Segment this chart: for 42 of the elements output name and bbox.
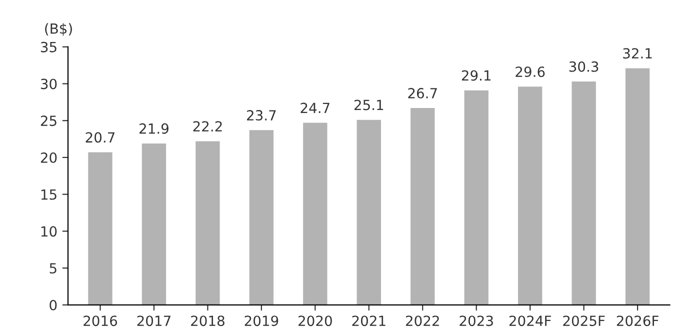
data-label: 24.7	[300, 102, 330, 113]
x-tick-label: 2025F	[563, 316, 605, 326]
bar	[196, 141, 220, 305]
y-tick-label: 0	[50, 300, 57, 310]
x-tick-label: 2024F	[509, 316, 551, 326]
x-tick-label: 2022	[406, 316, 439, 326]
x-tick-label: 2016	[84, 316, 118, 326]
y-tick-label: 35	[40, 42, 56, 52]
bar	[356, 120, 381, 305]
data-label: 25.1	[354, 100, 384, 110]
bar	[464, 90, 488, 305]
data-label: 22.2	[193, 121, 222, 132]
data-label: 29.1	[462, 70, 491, 81]
y-tick-label: 25	[40, 116, 56, 126]
x-tick-label: 2019	[244, 316, 278, 326]
y-axis-title: (B$)	[45, 23, 72, 36]
x-tick-label: 2018	[191, 316, 224, 326]
bar	[142, 143, 166, 305]
x-tick-label: 2021	[352, 316, 386, 326]
y-tick-label: 5	[50, 263, 56, 274]
y-tick-label: 10	[41, 226, 57, 237]
bar	[303, 122, 328, 305]
y-tick-label: 20	[40, 152, 57, 163]
x-tick-label: 2026F	[616, 316, 658, 326]
data-label: 20.7	[86, 132, 115, 143]
y-tick-label: 30	[40, 78, 57, 90]
data-label: 23.7	[246, 110, 276, 121]
data-label: 29.6	[516, 66, 545, 78]
x-tick-label: 2020	[298, 316, 332, 326]
data-label: 32.1	[623, 48, 652, 59]
bar	[572, 82, 596, 305]
bar	[249, 130, 274, 305]
bar	[625, 68, 650, 305]
data-label: 30.3	[569, 61, 598, 72]
bar	[410, 108, 435, 305]
y-tick-label: 15	[41, 189, 56, 200]
data-label: 21.9	[140, 123, 168, 134]
data-label: 26.7	[408, 88, 437, 98]
x-tick-label: 2017	[137, 316, 170, 326]
x-tick-label: 2023	[460, 316, 493, 326]
bar	[518, 86, 542, 305]
bar	[88, 152, 112, 305]
